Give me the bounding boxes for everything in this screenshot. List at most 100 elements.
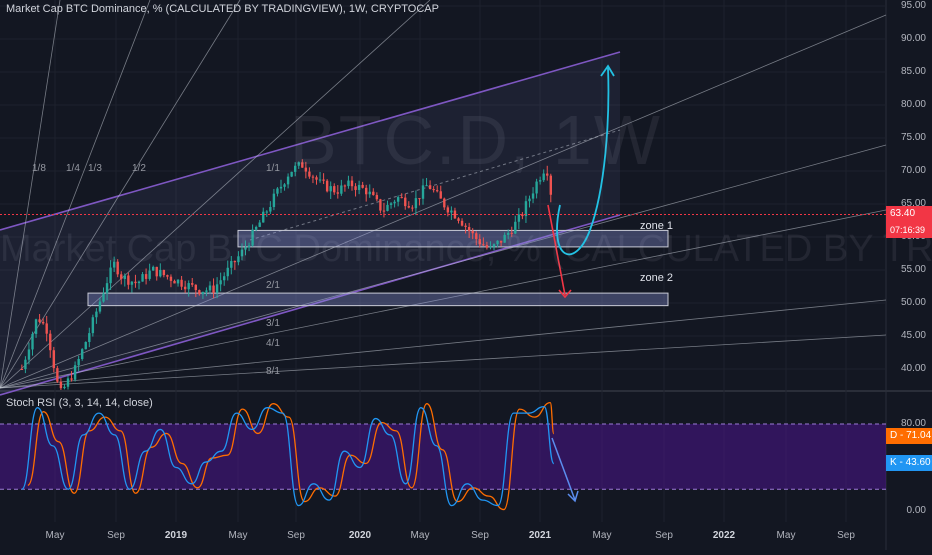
time-axis-tick: Sep [287,530,305,541]
price-axis-tick: 95.00 [900,0,926,11]
channel-lower [0,214,621,396]
stoch-band [0,424,886,490]
candle-body [322,179,325,181]
candle-body [325,180,329,192]
candle-body [350,180,354,187]
candle-body [20,369,24,370]
candle-body [453,210,457,219]
candle-body [123,275,126,279]
candle-body [80,349,84,360]
candle-body [194,284,197,291]
candle-body [52,350,55,369]
candle-body [549,175,552,195]
candle-body [198,290,201,295]
candle-body [151,266,155,271]
candle-body [34,319,38,334]
gann-fan-label: 8/1 [266,366,280,377]
candle-body [471,230,474,234]
candle-body [375,195,379,200]
candle-body [343,185,347,187]
stoch-rsi-title[interactable]: Stoch RSI (3, 3, 14, 14, close) [6,397,153,409]
main-pane-bg [0,0,886,390]
candle-body [208,285,212,291]
symbol-watermark-sub: Market Cap BTC Dominance, % (CALCULATED … [0,228,932,270]
candle-body [237,256,240,263]
candle-body [176,279,180,284]
candle-body [475,233,478,240]
candle-body [159,269,162,277]
stoch-axis-tick: 80.00 [900,418,926,429]
candle-body [517,214,521,222]
candle-body [354,186,357,190]
candle-body [506,232,510,235]
stoch-projection-arrow [551,437,576,501]
candle-body [109,267,112,284]
candle-body [411,207,414,209]
candle-body [155,266,158,277]
stoch-k-badge: K - 43.60 [886,455,932,471]
candle-body [254,226,258,230]
candle-body [407,206,410,208]
candle-body [492,244,496,247]
candle-body [24,359,27,370]
zone2-label: zone 2 [640,272,674,284]
projection-down-arrow [547,204,566,296]
time-axis-tick: 2021 [528,530,552,541]
gann-fan-label: 1/2 [132,163,146,174]
candle-body [308,171,311,177]
candle-body [531,193,535,199]
candle-body [301,162,304,168]
projection-down-arrowhead [558,289,572,299]
candle-body [269,207,272,212]
time-axis-tick: May [45,530,65,541]
countdown-badge: 07:16:39 [886,222,932,238]
candle-body [134,281,137,284]
candle-body [464,225,467,227]
candle-body [59,381,63,389]
candle-body [393,201,396,204]
candle-body [144,274,148,279]
gann-fan-line [0,14,887,389]
candle-body [66,378,70,387]
candle-body [233,261,237,263]
candle-body [315,177,318,180]
candle-body [503,234,506,243]
candle-body [329,186,332,192]
candle-body [244,247,247,250]
candle-body [173,280,176,284]
candle-body [279,186,283,189]
candle-body [528,198,531,202]
candle-body [443,198,446,208]
zone1-label: zone 1 [640,220,674,232]
candle-body [212,285,215,293]
candle-body [396,197,400,202]
candle-body [450,210,453,213]
candle-body [336,192,339,194]
candle-body [418,198,421,200]
candle-body [219,280,222,285]
time-axis-tick: 2020 [348,530,372,541]
projection-up-arrowhead [600,64,615,77]
gann-fan-label: 3/1 [266,318,280,329]
zone-box [87,292,669,307]
candle-body [276,188,279,194]
gann-fan-line [0,209,887,389]
candle-body [446,207,450,213]
candle-body [542,173,545,181]
candle-body [428,185,432,190]
candle-body [457,218,460,221]
candle-body [258,222,261,227]
time-axis-tick: May [776,530,796,541]
price-axis-tick: 70.00 [900,165,926,176]
chart-title[interactable]: Market Cap BTC Dominance, % (CALCULATED … [6,3,439,15]
candle-body [460,220,464,226]
price-axis-tick: 55.00 [900,264,926,275]
price-axis-tick: 40.00 [900,363,926,374]
candle-body [137,281,141,284]
candle-body [112,261,116,268]
candle-body [215,284,219,293]
candle-body [180,279,183,287]
candle-body [524,201,528,217]
